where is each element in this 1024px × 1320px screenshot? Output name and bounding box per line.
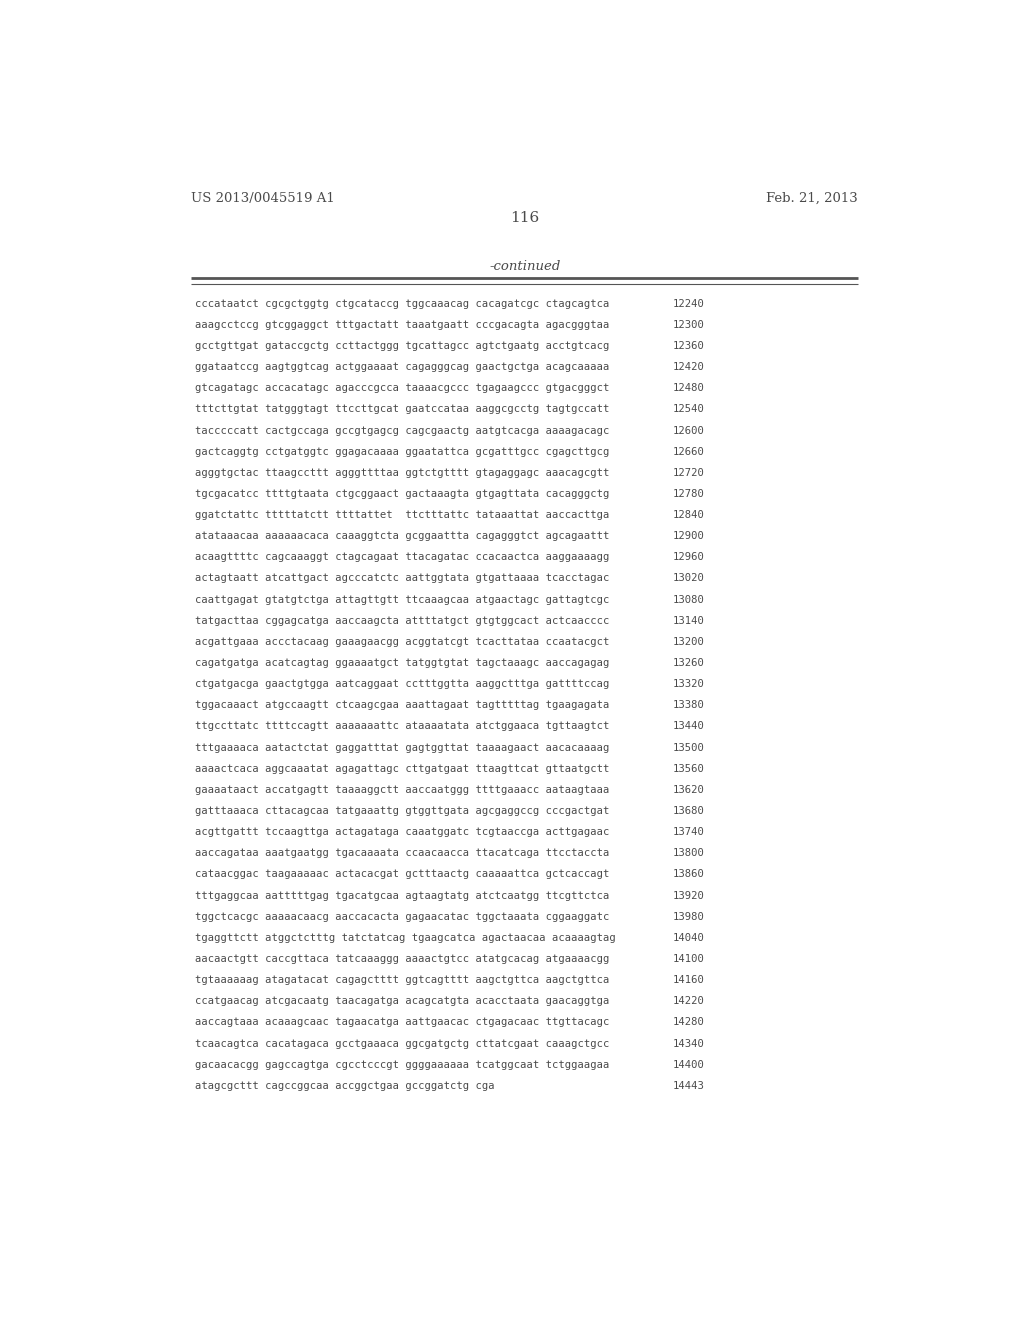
Text: tatgacttaa cggagcatga aaccaagcta attttatgct gtgtggcact actcaacccc: tatgacttaa cggagcatga aaccaagcta attttat… [196, 615, 610, 626]
Text: 12960: 12960 [673, 552, 705, 562]
Text: 12660: 12660 [673, 446, 705, 457]
Text: aaccagtaaa acaaagcaac tagaacatga aattgaacac ctgagacaac ttgttacagc: aaccagtaaa acaaagcaac tagaacatga aattgaa… [196, 1018, 610, 1027]
Text: acaagttttc cagcaaaggt ctagcagaat ttacagatac ccacaactca aaggaaaagg: acaagttttc cagcaaaggt ctagcagaat ttacaga… [196, 552, 610, 562]
Text: tgcgacatcc ttttgtaata ctgcggaact gactaaagta gtgagttata cacagggctg: tgcgacatcc ttttgtaata ctgcggaact gactaaa… [196, 488, 610, 499]
Text: atagcgcttt cagccggcaa accggctgaa gccggatctg cga: atagcgcttt cagccggcaa accggctgaa gccggat… [196, 1081, 495, 1090]
Text: 13920: 13920 [673, 891, 705, 900]
Text: tgtaaaaaag atagatacat cagagctttt ggtcagtttt aagctgttca aagctgttca: tgtaaaaaag atagatacat cagagctttt ggtcagt… [196, 975, 610, 985]
Text: ggatctattc tttttatctt ttttattet  ttctttattc tataaattat aaccacttga: ggatctattc tttttatctt ttttattet ttctttat… [196, 510, 610, 520]
Text: 12480: 12480 [673, 383, 705, 393]
Text: tcaacagtca cacatagaca gcctgaaaca ggcgatgctg cttatcgaat caaagctgcc: tcaacagtca cacatagaca gcctgaaaca ggcgatg… [196, 1039, 610, 1048]
Text: 14100: 14100 [673, 954, 705, 964]
Text: Feb. 21, 2013: Feb. 21, 2013 [766, 191, 858, 205]
Text: 13800: 13800 [673, 849, 705, 858]
Text: 13560: 13560 [673, 764, 705, 774]
Text: 13620: 13620 [673, 785, 705, 795]
Text: gtcagatagc accacatagc agacccgcca taaaacgccc tgagaagccc gtgacgggct: gtcagatagc accacatagc agacccgcca taaaacg… [196, 383, 610, 393]
Text: ctgatgacga gaactgtgga aatcaggaat cctttggtta aaggctttga gattttccag: ctgatgacga gaactgtgga aatcaggaat cctttgg… [196, 680, 610, 689]
Text: aaagcctccg gtcggaggct tttgactatt taaatgaatt cccgacagta agacgggtaa: aaagcctccg gtcggaggct tttgactatt taaatga… [196, 319, 610, 330]
Text: 14040: 14040 [673, 933, 705, 942]
Text: 13380: 13380 [673, 701, 705, 710]
Text: 12540: 12540 [673, 404, 705, 414]
Text: 14443: 14443 [673, 1081, 705, 1090]
Text: 12300: 12300 [673, 319, 705, 330]
Text: tttgaaaaca aatactctat gaggatttat gagtggttat taaaagaact aacacaaaag: tttgaaaaca aatactctat gaggatttat gagtggt… [196, 743, 610, 752]
Text: 13500: 13500 [673, 743, 705, 752]
Text: ccatgaacag atcgacaatg taacagatga acagcatgta acacctaata gaacaggtga: ccatgaacag atcgacaatg taacagatga acagcat… [196, 997, 610, 1006]
Text: cataacggac taagaaaaac actacacgat gctttaactg caaaaattca gctcaccagt: cataacggac taagaaaaac actacacgat gctttaa… [196, 870, 610, 879]
Text: aaaactcaca aggcaaatat agagattagc cttgatgaat ttaagttcat gttaatgctt: aaaactcaca aggcaaatat agagattagc cttgatg… [196, 764, 610, 774]
Text: tttgaggcaa aatttttgag tgacatgcaa agtaagtatg atctcaatgg ttcgttctca: tttgaggcaa aatttttgag tgacatgcaa agtaagt… [196, 891, 610, 900]
Text: tggacaaact atgccaagtt ctcaagcgaa aaattagaat tagtttttag tgaagagata: tggacaaact atgccaagtt ctcaagcgaa aaattag… [196, 701, 610, 710]
Text: 14400: 14400 [673, 1060, 705, 1069]
Text: actagtaatt atcattgact agcccatctc aattggtata gtgattaaaa tcacctagac: actagtaatt atcattgact agcccatctc aattggt… [196, 573, 610, 583]
Text: 12780: 12780 [673, 488, 705, 499]
Text: 12420: 12420 [673, 362, 705, 372]
Text: 13680: 13680 [673, 807, 705, 816]
Text: gcctgttgat gataccgctg ccttactggg tgcattagcc agtctgaatg acctgtcacg: gcctgttgat gataccgctg ccttactggg tgcatta… [196, 341, 610, 351]
Text: -continued: -continued [489, 260, 560, 273]
Text: 12240: 12240 [673, 298, 705, 309]
Text: 12720: 12720 [673, 467, 705, 478]
Text: 12360: 12360 [673, 341, 705, 351]
Text: gacaacacgg gagccagtga cgcctcccgt ggggaaaaaa tcatggcaat tctggaagaa: gacaacacgg gagccagtga cgcctcccgt ggggaaa… [196, 1060, 610, 1069]
Text: US 2013/0045519 A1: US 2013/0045519 A1 [191, 191, 335, 205]
Text: tggctcacgc aaaaacaacg aaccacacta gagaacatac tggctaaata cggaaggatc: tggctcacgc aaaaacaacg aaccacacta gagaaca… [196, 912, 610, 921]
Text: 12900: 12900 [673, 531, 705, 541]
Text: 13020: 13020 [673, 573, 705, 583]
Text: agggtgctac ttaagccttt agggttttaa ggtctgtttt gtagaggagc aaacagcgtt: agggtgctac ttaagccttt agggttttaa ggtctgt… [196, 467, 610, 478]
Text: ggataatccg aagtggtcag actggaaaat cagagggcag gaactgctga acagcaaaaa: ggataatccg aagtggtcag actggaaaat cagaggg… [196, 362, 610, 372]
Text: 13980: 13980 [673, 912, 705, 921]
Text: atataaacaa aaaaaacaca caaaggtcta gcggaattta cagagggtct agcagaattt: atataaacaa aaaaaacaca caaaggtcta gcggaat… [196, 531, 610, 541]
Text: 14160: 14160 [673, 975, 705, 985]
Text: acgttgattt tccaagttga actagataga caaatggatc tcgtaaccga acttgagaac: acgttgattt tccaagttga actagataga caaatgg… [196, 828, 610, 837]
Text: 14220: 14220 [673, 997, 705, 1006]
Text: 14280: 14280 [673, 1018, 705, 1027]
Text: 12600: 12600 [673, 425, 705, 436]
Text: 13320: 13320 [673, 680, 705, 689]
Text: tacccccatt cactgccaga gccgtgagcg cagcgaactg aatgtcacga aaaagacagc: tacccccatt cactgccaga gccgtgagcg cagcgaa… [196, 425, 610, 436]
Text: tttcttgtat tatgggtagt ttccttgcat gaatccataa aaggcgcctg tagtgccatt: tttcttgtat tatgggtagt ttccttgcat gaatcca… [196, 404, 610, 414]
Text: 13860: 13860 [673, 870, 705, 879]
Text: 14340: 14340 [673, 1039, 705, 1048]
Text: gatttaaaca cttacagcaa tatgaaattg gtggttgata agcgaggccg cccgactgat: gatttaaaca cttacagcaa tatgaaattg gtggttg… [196, 807, 610, 816]
Text: 12840: 12840 [673, 510, 705, 520]
Text: cagatgatga acatcagtag ggaaaatgct tatggtgtat tagctaaagc aaccagagag: cagatgatga acatcagtag ggaaaatgct tatggtg… [196, 659, 610, 668]
Text: aacaactgtt caccgttaca tatcaaaggg aaaactgtcc atatgcacag atgaaaacgg: aacaactgtt caccgttaca tatcaaaggg aaaactg… [196, 954, 610, 964]
Text: 13140: 13140 [673, 615, 705, 626]
Text: caattgagat gtatgtctga attagttgtt ttcaaagcaa atgaactagc gattagtcgc: caattgagat gtatgtctga attagttgtt ttcaaag… [196, 594, 610, 605]
Text: 116: 116 [510, 211, 540, 226]
Text: tgaggttctt atggctctttg tatctatcag tgaagcatca agactaacaa acaaaagtag: tgaggttctt atggctctttg tatctatcag tgaagc… [196, 933, 616, 942]
Text: acgattgaaa accctacaag gaaagaacgg acggtatcgt tcacttataa ccaatacgct: acgattgaaa accctacaag gaaagaacgg acggtat… [196, 638, 610, 647]
Text: gaaaataact accatgagtt taaaaggctt aaccaatggg ttttgaaacc aataagtaaa: gaaaataact accatgagtt taaaaggctt aaccaat… [196, 785, 610, 795]
Text: aaccagataa aaatgaatgg tgacaaaata ccaacaacca ttacatcaga ttcctaccta: aaccagataa aaatgaatgg tgacaaaata ccaacaa… [196, 849, 610, 858]
Text: cccataatct cgcgctggtg ctgcataccg tggcaaacag cacagatcgc ctagcagtca: cccataatct cgcgctggtg ctgcataccg tggcaaa… [196, 298, 610, 309]
Text: gactcaggtg cctgatggtc ggagacaaaa ggaatattca gcgatttgcc cgagcttgcg: gactcaggtg cctgatggtc ggagacaaaa ggaatat… [196, 446, 610, 457]
Text: ttgccttatc ttttccagtt aaaaaaattc ataaaatata atctggaaca tgttaagtct: ttgccttatc ttttccagtt aaaaaaattc ataaaat… [196, 722, 610, 731]
Text: 13440: 13440 [673, 722, 705, 731]
Text: 13200: 13200 [673, 638, 705, 647]
Text: 13740: 13740 [673, 828, 705, 837]
Text: 13080: 13080 [673, 594, 705, 605]
Text: 13260: 13260 [673, 659, 705, 668]
